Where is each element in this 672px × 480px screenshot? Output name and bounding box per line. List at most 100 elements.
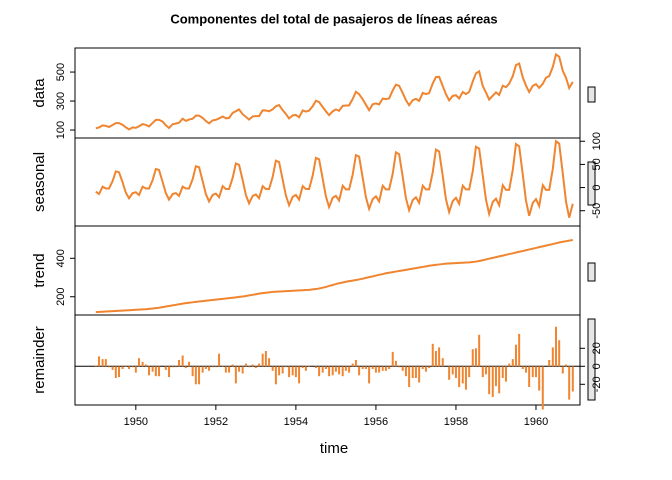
bar [171,366,174,368]
y-tick-label: 300 [55,92,67,110]
bar [278,366,281,376]
bar [98,356,101,367]
x-tick-label: 1952 [204,416,228,428]
bar [504,366,507,382]
bar [284,366,287,368]
bar [364,366,367,369]
bar [258,363,261,367]
bar [178,360,181,367]
bar [194,366,197,385]
bar [184,366,187,369]
series-line [95,139,574,218]
bar [518,333,521,367]
bar [448,366,451,380]
scale-bar [587,86,596,103]
scale-bar [587,161,596,206]
y-axis-label: trend [31,253,48,287]
bar [341,366,344,377]
bar [244,363,247,367]
bar [541,366,544,410]
y-tick-label: 400 [55,249,67,267]
bar [224,366,227,373]
bar [454,366,457,378]
series-line [95,239,573,314]
bar [571,366,574,392]
scale-bar [587,318,596,401]
bar [94,365,97,367]
bar [548,360,551,367]
bar [498,366,501,394]
bar [381,366,384,371]
bar [488,366,491,395]
bar [398,366,401,368]
bar [104,359,107,367]
bar [261,353,264,367]
bar [421,366,424,369]
bar [354,360,357,367]
bar [174,366,177,368]
bar [411,366,414,378]
bar [208,366,211,371]
bar [561,366,564,374]
bar [391,351,394,367]
bar [214,366,217,368]
bar [108,366,111,368]
bar [451,366,454,375]
bar [528,366,531,387]
bar [241,366,244,374]
y-tick-label: 20 [591,342,603,354]
bar [154,366,157,377]
bar [251,364,254,367]
bar [568,366,571,400]
chart-title: Componentes del total de pasajeros de lí… [170,11,497,26]
panel-frame [74,314,581,406]
bar [164,366,167,370]
y-tick-label: 0 [591,363,603,369]
bar [308,365,311,367]
bar [524,366,527,373]
bar [401,366,404,371]
bar [248,366,251,368]
bar [268,358,271,367]
bar [198,366,201,385]
bar [318,366,321,377]
bar [124,365,127,367]
x-tick-label: 1950 [124,416,148,428]
bar [304,366,307,371]
bar [474,348,477,367]
bar [554,326,557,367]
bar [188,361,191,367]
bar [294,366,297,378]
panel-frame [74,225,581,316]
bar [218,353,221,367]
bar [441,358,444,367]
bar [464,366,467,390]
bar [461,366,464,384]
bar [168,366,171,378]
bar [374,366,377,373]
x-axis-label: time [320,440,348,457]
bar [484,366,487,375]
x-tick-label: 1954 [284,416,308,428]
bar [471,349,474,367]
series-line [95,52,574,131]
bar [371,366,374,369]
bar [431,343,434,367]
bar [271,366,274,371]
bar [334,366,337,372]
bar [494,366,497,387]
bar [428,366,431,369]
bar [151,366,154,372]
bar [191,366,194,377]
bar [118,366,121,378]
bar [501,366,504,378]
bar [368,366,371,384]
bar [531,366,534,378]
bar [228,366,231,373]
bar [468,366,471,378]
y-axis-label: seasonal [31,152,48,212]
bar [158,366,161,377]
bar [538,366,541,391]
y-tick-label: 0 [591,184,603,190]
